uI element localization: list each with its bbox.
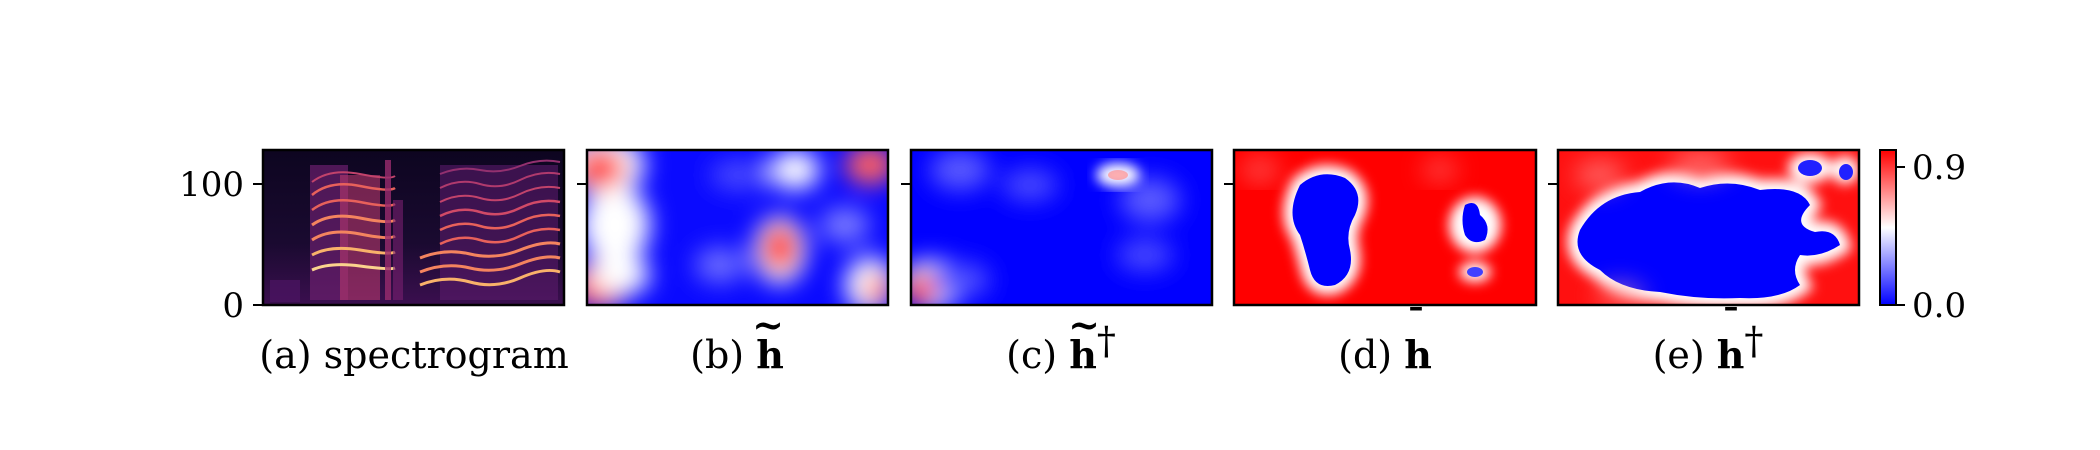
panel-c-heatmap: (c) h† ~	[901, 148, 1214, 377]
y-tick-label-100: 100	[179, 165, 244, 205]
colorbar-label-max: 0.9	[1912, 148, 1966, 188]
caption-d: (d) h	[1338, 332, 1432, 377]
caption-b: (b) h	[690, 332, 784, 377]
caption-c: (c) h†	[1006, 319, 1116, 377]
caption-e: (e) h†	[1653, 319, 1764, 377]
panel-d-frame	[1232, 148, 1538, 307]
caption-c-accent: ~	[1068, 302, 1100, 347]
panel-e-heatmap: (e) h† ¯	[1548, 148, 1861, 377]
panel-d-heatmap: (d) h ¯	[1224, 148, 1538, 377]
panel-c-frame	[909, 148, 1214, 307]
panel-a-spectrogram: 100 0 (a) spectrogram	[179, 148, 569, 377]
caption-a: (a) spectrogram	[259, 333, 568, 377]
panel-b-frame	[585, 148, 890, 307]
colorbar-label-min: 0.0	[1912, 286, 1966, 326]
colorbar: 0.9 0.0	[1879, 148, 1966, 326]
panel-a-frame	[261, 148, 566, 307]
panel-b-heatmap: (b) h ~	[577, 148, 890, 377]
caption-e-accent: ¯	[1722, 300, 1741, 345]
caption-d-accent: ¯	[1407, 300, 1426, 345]
colorbar-gradient	[1879, 149, 1897, 306]
spectrogram-harmonics	[270, 159, 561, 302]
y-tick-label-0: 0	[222, 286, 244, 326]
panel-e-frame	[1556, 148, 1861, 307]
caption-b-accent: ~	[752, 302, 784, 347]
